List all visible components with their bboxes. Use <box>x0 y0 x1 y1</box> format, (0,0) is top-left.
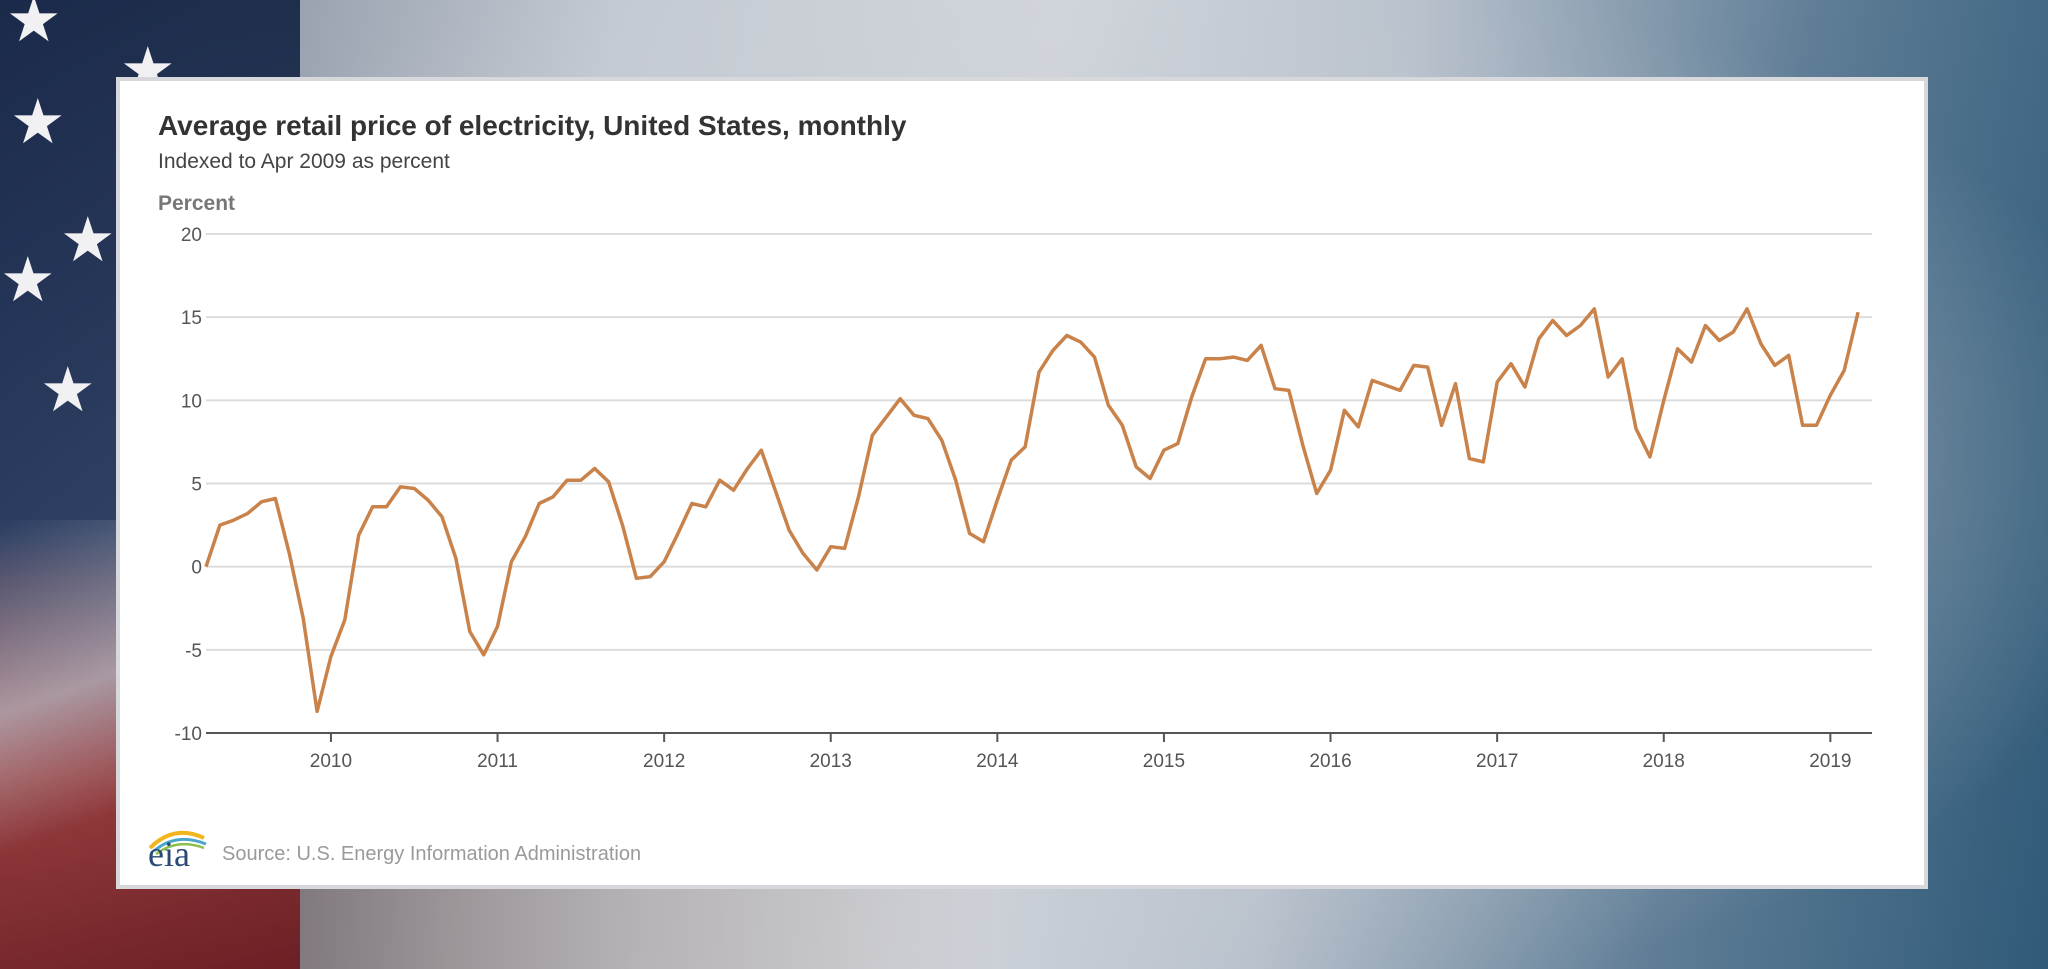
eia-logo-swoosh-icon <box>148 830 207 856</box>
x-tick-label: 2013 <box>810 751 852 772</box>
y-tick-label: 10 <box>181 391 202 412</box>
x-tick-label: 2017 <box>1476 751 1518 772</box>
flag-star-icon: ★ <box>10 88 66 157</box>
y-tick-label: 0 <box>191 558 202 579</box>
x-tick-label: 2018 <box>1643 751 1685 772</box>
y-tick-label: 20 <box>181 225 202 246</box>
y-tick-label: -10 <box>175 724 202 745</box>
series-line <box>204 307 1860 714</box>
y-tick-label: 5 <box>191 475 202 496</box>
flag-star-icon: ★ <box>60 206 116 275</box>
x-tick-label: 2015 <box>1143 751 1185 772</box>
x-tick-labels: 2010 2011 2012 2013 2014 2015 2016 2017 2018 2019 <box>310 733 1851 772</box>
chart-subtitle: Indexed to Apr 2009 as percent <box>158 150 450 173</box>
y-tick-label: -5 <box>185 641 202 662</box>
eia-logo-text: eia <box>148 834 190 874</box>
y-axis-label: Percent <box>158 192 236 215</box>
source-note: Source: U.S. Energy Information Administ… <box>222 843 642 865</box>
series-layer <box>204 307 1860 714</box>
y-tick-label: 15 <box>181 308 202 329</box>
flag-star-icon: ★ <box>6 0 62 55</box>
background-bottom-blur <box>300 880 1000 969</box>
chart-title: Average retail price of electricity, Uni… <box>158 110 907 141</box>
flag-star-icon: ★ <box>0 246 56 315</box>
x-tick-label: 2019 <box>1809 751 1851 772</box>
flag-star-icon: ★ <box>40 356 96 425</box>
x-tick-label: 2010 <box>310 751 352 772</box>
y-tick-labels: 20 15 10 5 0 -5 -10 <box>175 225 202 745</box>
x-tick-label: 2011 <box>477 751 518 772</box>
x-tick-label: 2012 <box>643 751 685 772</box>
grid-lines <box>206 233 1872 734</box>
eia-logo: eia <box>146 826 208 876</box>
x-tick-label: 2016 <box>1309 751 1351 772</box>
x-tick-label: 2014 <box>976 751 1019 772</box>
